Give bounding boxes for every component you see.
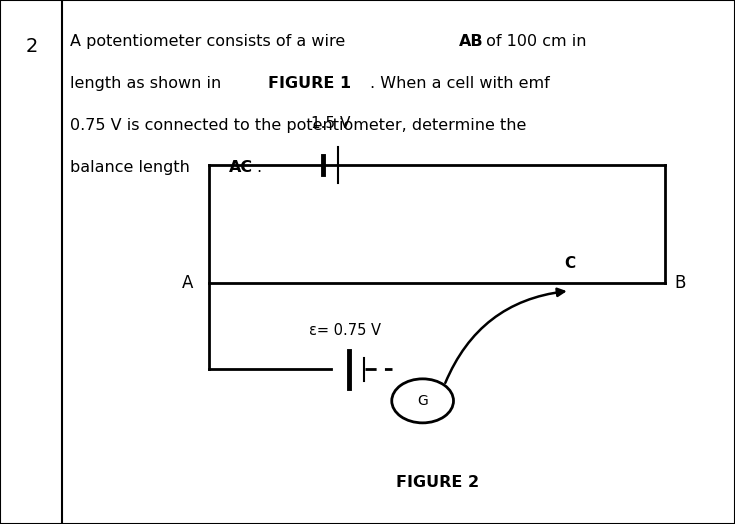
FancyArrowPatch shape bbox=[445, 289, 564, 383]
Text: 2: 2 bbox=[26, 37, 37, 56]
Text: ε= 0.75 V: ε= 0.75 V bbox=[309, 323, 381, 338]
Text: .: . bbox=[256, 160, 261, 175]
Text: 0.75 V is connected to the potentiometer, determine the: 0.75 V is connected to the potentiometer… bbox=[70, 118, 526, 133]
Text: B: B bbox=[675, 274, 686, 292]
Text: length as shown in: length as shown in bbox=[70, 76, 226, 91]
Text: AB: AB bbox=[459, 34, 484, 49]
Text: FIGURE 1: FIGURE 1 bbox=[268, 76, 351, 91]
Text: A potentiometer consists of a wire: A potentiometer consists of a wire bbox=[70, 34, 350, 49]
Text: balance length: balance length bbox=[70, 160, 195, 175]
Text: C: C bbox=[564, 256, 576, 271]
Text: of 100 cm in: of 100 cm in bbox=[481, 34, 587, 49]
Text: FIGURE 2: FIGURE 2 bbox=[395, 475, 479, 490]
Text: AC: AC bbox=[229, 160, 254, 175]
Text: 1.5 V: 1.5 V bbox=[311, 116, 351, 131]
Text: A: A bbox=[182, 274, 193, 292]
Text: . When a cell with emf: . When a cell with emf bbox=[370, 76, 550, 91]
Text: G: G bbox=[417, 394, 428, 408]
